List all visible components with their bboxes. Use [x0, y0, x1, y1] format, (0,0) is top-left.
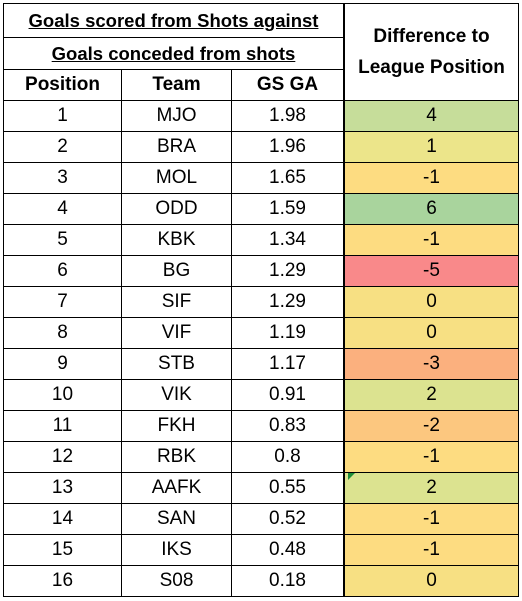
cell-team: SIF: [122, 287, 232, 318]
table-title-line2: Goals conceded from shots: [3, 38, 345, 70]
cell-team: MJO: [122, 101, 232, 132]
cell-position: 15: [3, 535, 122, 566]
cell-gsga: 1.59: [232, 194, 345, 225]
cell-team: IKS: [122, 535, 232, 566]
cell-difference: -3: [345, 349, 519, 380]
cell-difference: 6: [345, 194, 519, 225]
cell-position: 14: [3, 504, 122, 535]
column-header-gsga: GS GA: [232, 70, 345, 101]
cell-team: VIK: [122, 380, 232, 411]
cell-difference: -1: [345, 535, 519, 566]
cell-team: FKH: [122, 411, 232, 442]
cell-position: 7: [3, 287, 122, 318]
cell-difference: -1: [345, 225, 519, 256]
cell-team: SAN: [122, 504, 232, 535]
cell-position: 12: [3, 442, 122, 473]
difference-header-line1: Difference to: [373, 26, 490, 47]
cell-difference: -1: [345, 504, 519, 535]
cell-team: VIF: [122, 318, 232, 349]
cell-position: 1: [3, 101, 122, 132]
cell-team: MOL: [122, 163, 232, 194]
cell-gsga: 1.98: [232, 101, 345, 132]
cell-gsga: 0.55: [232, 473, 345, 504]
cell-gsga: 1.29: [232, 287, 345, 318]
cell-team: AAFK: [122, 473, 232, 504]
cell-comment-indicator: [348, 473, 355, 480]
cell-gsga: 0.8: [232, 442, 345, 473]
cell-team: STB: [122, 349, 232, 380]
cell-position: 9: [3, 349, 122, 380]
cell-team: RBK: [122, 442, 232, 473]
cell-position: 10: [3, 380, 122, 411]
cell-team: BG: [122, 256, 232, 287]
cell-team: KBK: [122, 225, 232, 256]
cell-gsga: 1.96: [232, 132, 345, 163]
cell-position: 13: [3, 473, 122, 504]
cell-position: 3: [3, 163, 122, 194]
cell-difference: 2: [345, 380, 519, 411]
cell-gsga: 1.19: [232, 318, 345, 349]
cell-position: 16: [3, 566, 122, 597]
difference-header-line2: League Position: [358, 57, 505, 78]
cell-gsga: 0.91: [232, 380, 345, 411]
cell-gsga: 1.29: [232, 256, 345, 287]
cell-difference: 1: [345, 132, 519, 163]
cell-gsga: 1.65: [232, 163, 345, 194]
cell-team: ODD: [122, 194, 232, 225]
cell-gsga: 0.83: [232, 411, 345, 442]
cell-difference: -2: [345, 411, 519, 442]
cell-gsga: 0.18: [232, 566, 345, 597]
cell-difference: 4: [345, 101, 519, 132]
cell-gsga: 1.34: [232, 225, 345, 256]
cell-difference: 0: [345, 318, 519, 349]
cell-position: 6: [3, 256, 122, 287]
cell-difference: -1: [345, 442, 519, 473]
cell-position: 11: [3, 411, 122, 442]
cell-team: BRA: [122, 132, 232, 163]
column-header-position: Position: [3, 70, 122, 101]
cell-position: 8: [3, 318, 122, 349]
cell-difference: -5: [345, 256, 519, 287]
cell-position: 2: [3, 132, 122, 163]
cell-difference: 2: [345, 473, 519, 504]
cell-difference: 0: [345, 566, 519, 597]
difference-header: Difference to League Position: [345, 3, 519, 101]
cell-difference: 0: [345, 287, 519, 318]
cell-team: S08: [122, 566, 232, 597]
column-header-team: Team: [122, 70, 232, 101]
cell-position: 5: [3, 225, 122, 256]
table-title-line1: Goals scored from Shots against: [3, 3, 345, 38]
cell-difference: -1: [345, 163, 519, 194]
cell-gsga: 0.48: [232, 535, 345, 566]
cell-gsga: 1.17: [232, 349, 345, 380]
cell-gsga: 0.52: [232, 504, 345, 535]
cell-position: 4: [3, 194, 122, 225]
